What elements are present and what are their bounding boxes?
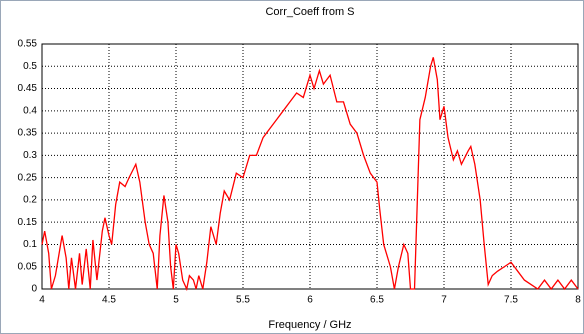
x-tick-label: 7	[441, 295, 447, 306]
y-tick-label: 0.2	[23, 195, 37, 206]
y-tick-label: 0.4	[23, 105, 37, 116]
x-tick-label: 4.5	[102, 295, 116, 306]
x-axis-label: Frequency / GHz	[268, 319, 351, 331]
y-tick-label: 0.35	[18, 128, 38, 139]
x-tick-label: 8	[575, 295, 581, 306]
y-tick-label: 0.45	[18, 83, 38, 94]
y-tick-label: 0.15	[18, 217, 38, 228]
y-tick-label: 0.3	[23, 150, 37, 161]
x-tick-label: 4	[39, 295, 45, 306]
x-tick-label: 6.5	[370, 295, 384, 306]
y-tick-label: 0	[31, 284, 37, 295]
x-tick-label: 6	[307, 295, 313, 306]
y-tick-label: 0.25	[18, 172, 38, 183]
y-tick-label: 0.55	[18, 39, 38, 50]
y-tick-label: 0.1	[23, 239, 37, 250]
data-line	[41, 57, 579, 292]
y-tick-label: 0.05	[18, 261, 38, 272]
y-tick-label: 0.5	[23, 61, 37, 72]
x-tick-label: 5.5	[236, 295, 250, 306]
chart-title: Corr_Coeff from S	[265, 6, 354, 18]
x-tick-label: 7.5	[504, 295, 518, 306]
x-tick-label: 5	[173, 295, 179, 306]
